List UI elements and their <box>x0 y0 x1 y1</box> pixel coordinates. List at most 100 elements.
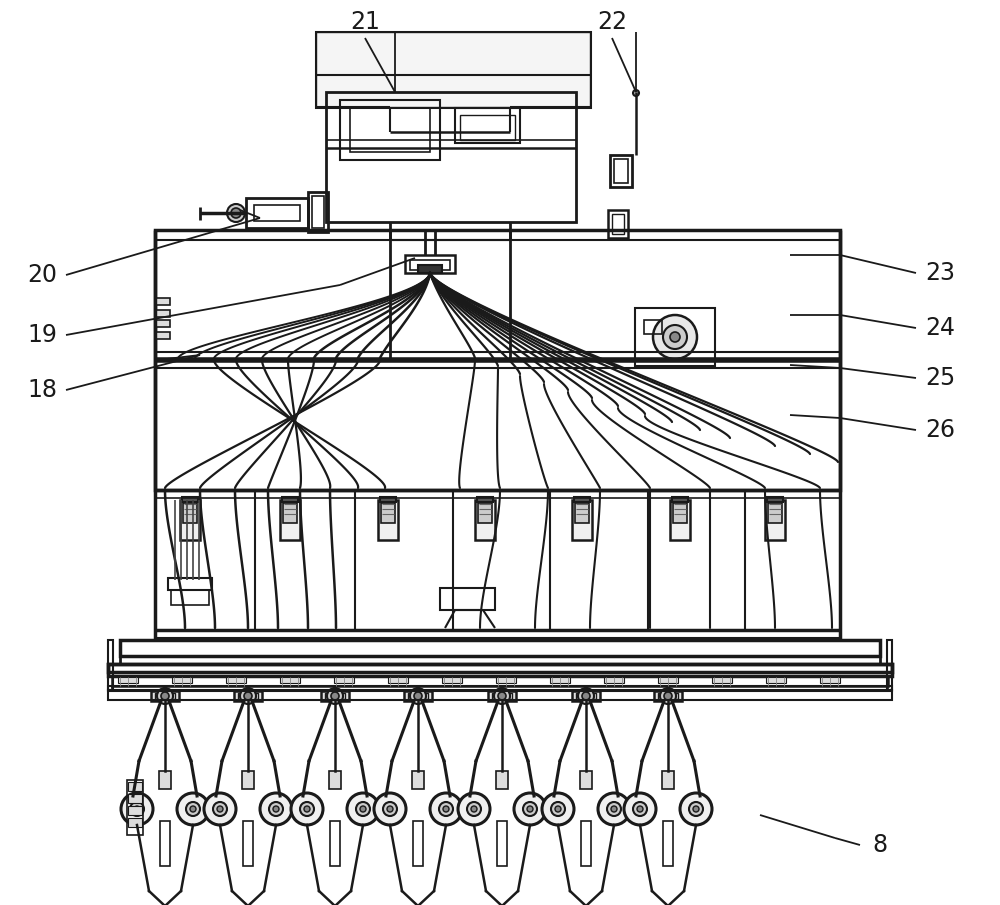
Bar <box>155 298 170 305</box>
Bar <box>155 310 170 317</box>
Bar <box>408 693 428 699</box>
Circle shape <box>383 802 397 816</box>
Circle shape <box>387 806 393 812</box>
Text: 26: 26 <box>925 418 955 442</box>
Bar <box>182 497 198 502</box>
Bar <box>766 677 786 683</box>
Circle shape <box>260 793 292 825</box>
Bar <box>635 308 715 366</box>
Bar <box>712 677 732 683</box>
Text: 24: 24 <box>925 316 955 340</box>
Circle shape <box>498 692 506 700</box>
Bar <box>108 640 113 690</box>
Bar <box>160 821 170 866</box>
Bar <box>381 503 395 523</box>
Bar <box>155 320 170 327</box>
Bar <box>410 260 450 270</box>
Bar <box>581 821 591 866</box>
Circle shape <box>443 806 449 812</box>
Bar <box>477 497 493 502</box>
Bar <box>254 205 300 221</box>
Circle shape <box>291 793 323 825</box>
Circle shape <box>439 802 453 816</box>
Circle shape <box>157 688 173 704</box>
Bar <box>325 693 345 699</box>
Bar <box>243 821 253 866</box>
Circle shape <box>494 688 510 704</box>
Circle shape <box>582 692 590 700</box>
Circle shape <box>134 806 140 812</box>
Bar <box>155 693 175 699</box>
Bar <box>112 676 888 686</box>
Circle shape <box>244 692 252 700</box>
Bar <box>155 332 170 339</box>
Bar <box>171 590 209 605</box>
Circle shape <box>693 806 699 812</box>
Circle shape <box>121 793 153 825</box>
Bar <box>326 92 576 222</box>
Circle shape <box>217 806 223 812</box>
Bar <box>108 664 892 672</box>
Circle shape <box>347 793 379 825</box>
Text: 22: 22 <box>597 10 627 34</box>
Circle shape <box>598 793 630 825</box>
Bar <box>118 677 138 683</box>
Bar <box>312 196 324 228</box>
Circle shape <box>653 315 697 359</box>
Bar <box>128 782 142 791</box>
Circle shape <box>663 325 687 349</box>
Bar <box>280 500 300 540</box>
Bar <box>488 691 516 701</box>
Bar <box>388 677 408 683</box>
Bar <box>334 677 354 683</box>
Bar <box>663 821 673 866</box>
Bar <box>404 691 432 701</box>
Bar <box>658 677 678 683</box>
Circle shape <box>514 793 546 825</box>
Bar <box>128 794 142 803</box>
Bar <box>180 500 200 540</box>
Circle shape <box>689 802 703 816</box>
Bar <box>478 503 492 523</box>
Bar <box>234 691 262 701</box>
Circle shape <box>213 802 227 816</box>
Bar <box>128 818 142 827</box>
Bar <box>614 159 628 183</box>
Bar <box>610 155 632 187</box>
Circle shape <box>186 802 200 816</box>
Circle shape <box>607 802 621 816</box>
Circle shape <box>430 793 462 825</box>
Bar <box>378 500 398 540</box>
Bar <box>455 108 520 143</box>
Bar <box>321 691 349 701</box>
Circle shape <box>177 793 209 825</box>
Bar <box>108 690 892 700</box>
Circle shape <box>633 802 647 816</box>
Bar <box>654 691 682 701</box>
Bar <box>172 677 192 683</box>
Bar <box>413 821 423 866</box>
Circle shape <box>578 688 594 704</box>
Text: 19: 19 <box>27 323 57 347</box>
Circle shape <box>660 688 676 704</box>
Bar <box>612 214 624 234</box>
Circle shape <box>161 692 169 700</box>
Bar <box>574 497 590 502</box>
Circle shape <box>551 802 565 816</box>
Circle shape <box>269 802 283 816</box>
Text: 25: 25 <box>925 366 955 390</box>
Bar <box>496 677 516 683</box>
Bar <box>155 230 840 490</box>
Bar <box>308 192 328 232</box>
Circle shape <box>624 793 656 825</box>
Bar <box>168 578 212 590</box>
Bar <box>475 500 495 540</box>
Bar <box>550 677 570 683</box>
Bar <box>340 100 440 160</box>
Text: 23: 23 <box>925 261 955 285</box>
Bar <box>767 497 783 502</box>
Circle shape <box>523 802 537 816</box>
Bar <box>128 806 142 815</box>
Bar <box>608 210 628 238</box>
Bar <box>580 771 592 789</box>
